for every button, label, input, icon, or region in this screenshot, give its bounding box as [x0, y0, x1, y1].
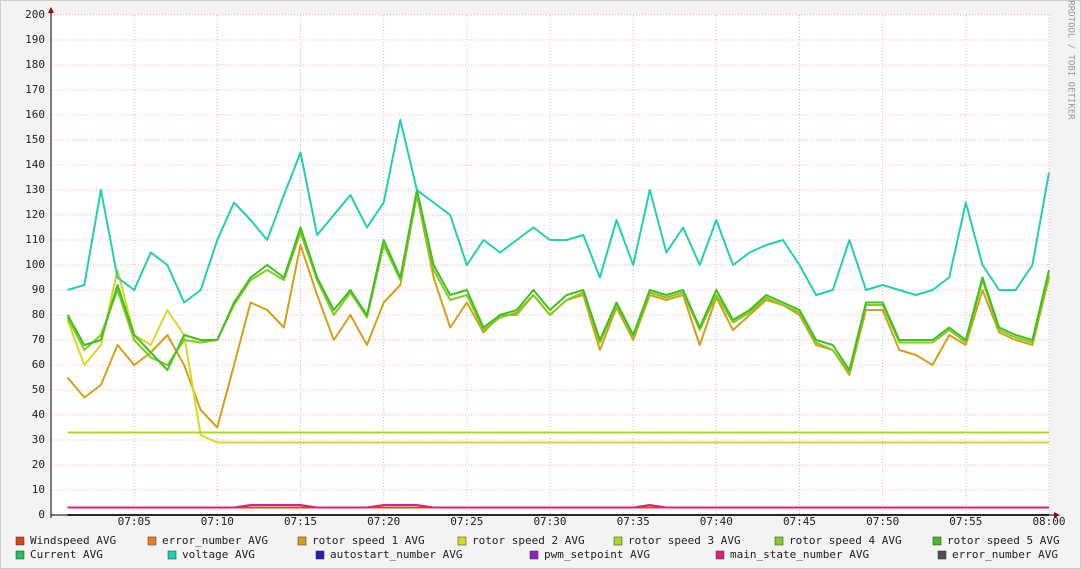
x-tick-label: 07:45 [783, 515, 816, 528]
x-tick-label: 07:25 [450, 515, 483, 528]
y-tick-label: 40 [32, 408, 45, 421]
legend-label: error_number AVG [952, 548, 1058, 561]
legend-swatch [167, 550, 177, 560]
legend-swatch [937, 550, 947, 560]
y-tick-label: 80 [32, 308, 45, 321]
y-tick-label: 30 [32, 433, 45, 446]
y-tick-label: 120 [25, 208, 45, 221]
y-tick-label: 170 [25, 83, 45, 96]
legend-swatch [15, 550, 25, 560]
legend-label: rotor speed 4 AVG [789, 534, 902, 547]
legend-swatch [529, 550, 539, 560]
y-tick-label: 150 [25, 133, 45, 146]
legend-label: rotor speed 3 AVG [628, 534, 741, 547]
y-tick-label: 190 [25, 33, 45, 46]
legend-label: Windspeed AVG [30, 534, 116, 547]
legend-swatch [715, 550, 725, 560]
y-tick-label: 90 [32, 283, 45, 296]
legend-label: rotor speed 1 AVG [312, 534, 425, 547]
legend-swatch [315, 550, 325, 560]
watermark: RRDTOOL / TOBI OETIKER [1066, 0, 1076, 120]
legend-swatch [774, 536, 784, 546]
x-tick-label: 07:40 [700, 515, 733, 528]
x-tick-label: 07:55 [949, 515, 982, 528]
x-tick-label: 07:05 [118, 515, 151, 528]
legend-swatch [297, 536, 307, 546]
legend-label: Current AVG [30, 548, 103, 561]
x-arrow [1054, 512, 1060, 518]
series-line [67, 504, 1049, 509]
x-tick-label: 07:20 [367, 515, 400, 528]
legend-swatch [457, 536, 467, 546]
legend-swatch [147, 536, 157, 546]
series-line [66, 269, 1049, 444]
y-tick-label: 60 [32, 358, 45, 371]
y-tick-label: 130 [25, 183, 45, 196]
y-tick-label: 160 [25, 108, 45, 121]
series-line [67, 119, 1050, 304]
y-tick-label: 100 [25, 258, 45, 271]
legend-label: voltage AVG [182, 548, 255, 561]
y-tick-label: 50 [32, 383, 45, 396]
legend-label: main_state_number AVG [730, 548, 869, 561]
y-tick-label: 0 [38, 508, 45, 521]
x-tick-label: 08:00 [1032, 515, 1065, 528]
y-tick-label: 140 [25, 158, 45, 171]
legend-label: pwm_setpoint AVG [544, 548, 650, 561]
y-tick-label: 10 [32, 483, 45, 496]
legend-label: rotor speed 2 AVG [472, 534, 585, 547]
legend-swatch [932, 536, 942, 546]
y-tick-label: 20 [32, 458, 45, 471]
series-line [66, 189, 1050, 371]
x-tick-label: 07:15 [284, 515, 317, 528]
y-tick-label: 200 [25, 8, 45, 21]
legend-label: rotor speed 5 AVG [947, 534, 1060, 547]
x-tick-label: 07:35 [617, 515, 650, 528]
legend-label: autostart_number AVG [330, 548, 462, 561]
x-tick-label: 07:50 [866, 515, 899, 528]
y-tick-label: 70 [32, 333, 45, 346]
legend-label: error_number AVG [162, 534, 268, 547]
x-tick-label: 07:30 [533, 515, 566, 528]
legend-swatch [613, 536, 623, 546]
y-tick-label: 110 [25, 233, 45, 246]
y-tick-label: 180 [25, 58, 45, 71]
legend-swatch [15, 536, 25, 546]
y-arrow [48, 7, 54, 13]
x-tick-label: 07:10 [201, 515, 234, 528]
